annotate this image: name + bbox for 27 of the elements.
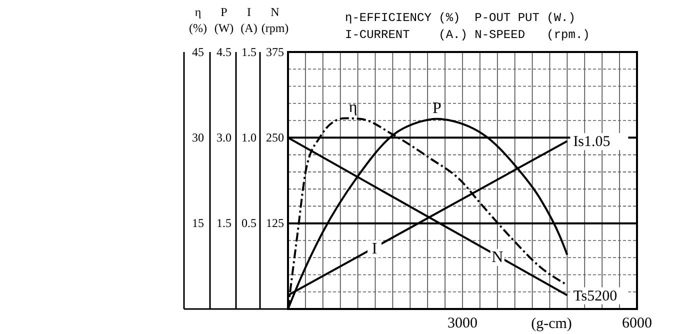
text: η-EFFICIENCY (%) P-OUT PUT (W.) — [345, 11, 576, 25]
y-tick-label: 1.5 — [242, 44, 256, 59]
annotation: Ts5200 — [573, 288, 618, 304]
y-axis-title: η (%) — [189, 5, 207, 35]
x-axis-title: (g-cm) — [531, 316, 572, 332]
y-tick-label: 0.5 — [242, 216, 256, 230]
y2-tick-label: 125 — [266, 216, 284, 230]
series-label: P — [432, 100, 442, 117]
y-tick-label: 45 — [192, 44, 204, 59]
text: I-CURRENT (A.) N-SPEED (rpm.) — [345, 28, 590, 42]
y2-tick-label: 4.5 — [216, 44, 232, 59]
y2-axis-title: N (rpm) — [261, 5, 289, 35]
annotation: Is1.05 — [573, 134, 610, 150]
y-tick-label: 15 — [192, 216, 204, 230]
y-tick-label: 1.0 — [242, 130, 256, 145]
series-label: η — [348, 99, 358, 116]
y2-tick-label: 1.5 — [216, 216, 232, 230]
y2-tick-label: 250 — [266, 130, 284, 145]
y-axis-title: I (A) — [240, 5, 258, 35]
y2-tick-label: 375 — [266, 44, 284, 59]
series-label: N — [492, 248, 504, 266]
x-tick-label: 6000 — [622, 316, 652, 332]
x-tick-label: 3000 — [448, 316, 478, 332]
y2-axis-title: P (W) — [214, 5, 234, 35]
series-label: I — [372, 240, 378, 258]
y2-tick-label: 3.0 — [216, 130, 232, 145]
y-tick-label: 30 — [192, 130, 204, 145]
